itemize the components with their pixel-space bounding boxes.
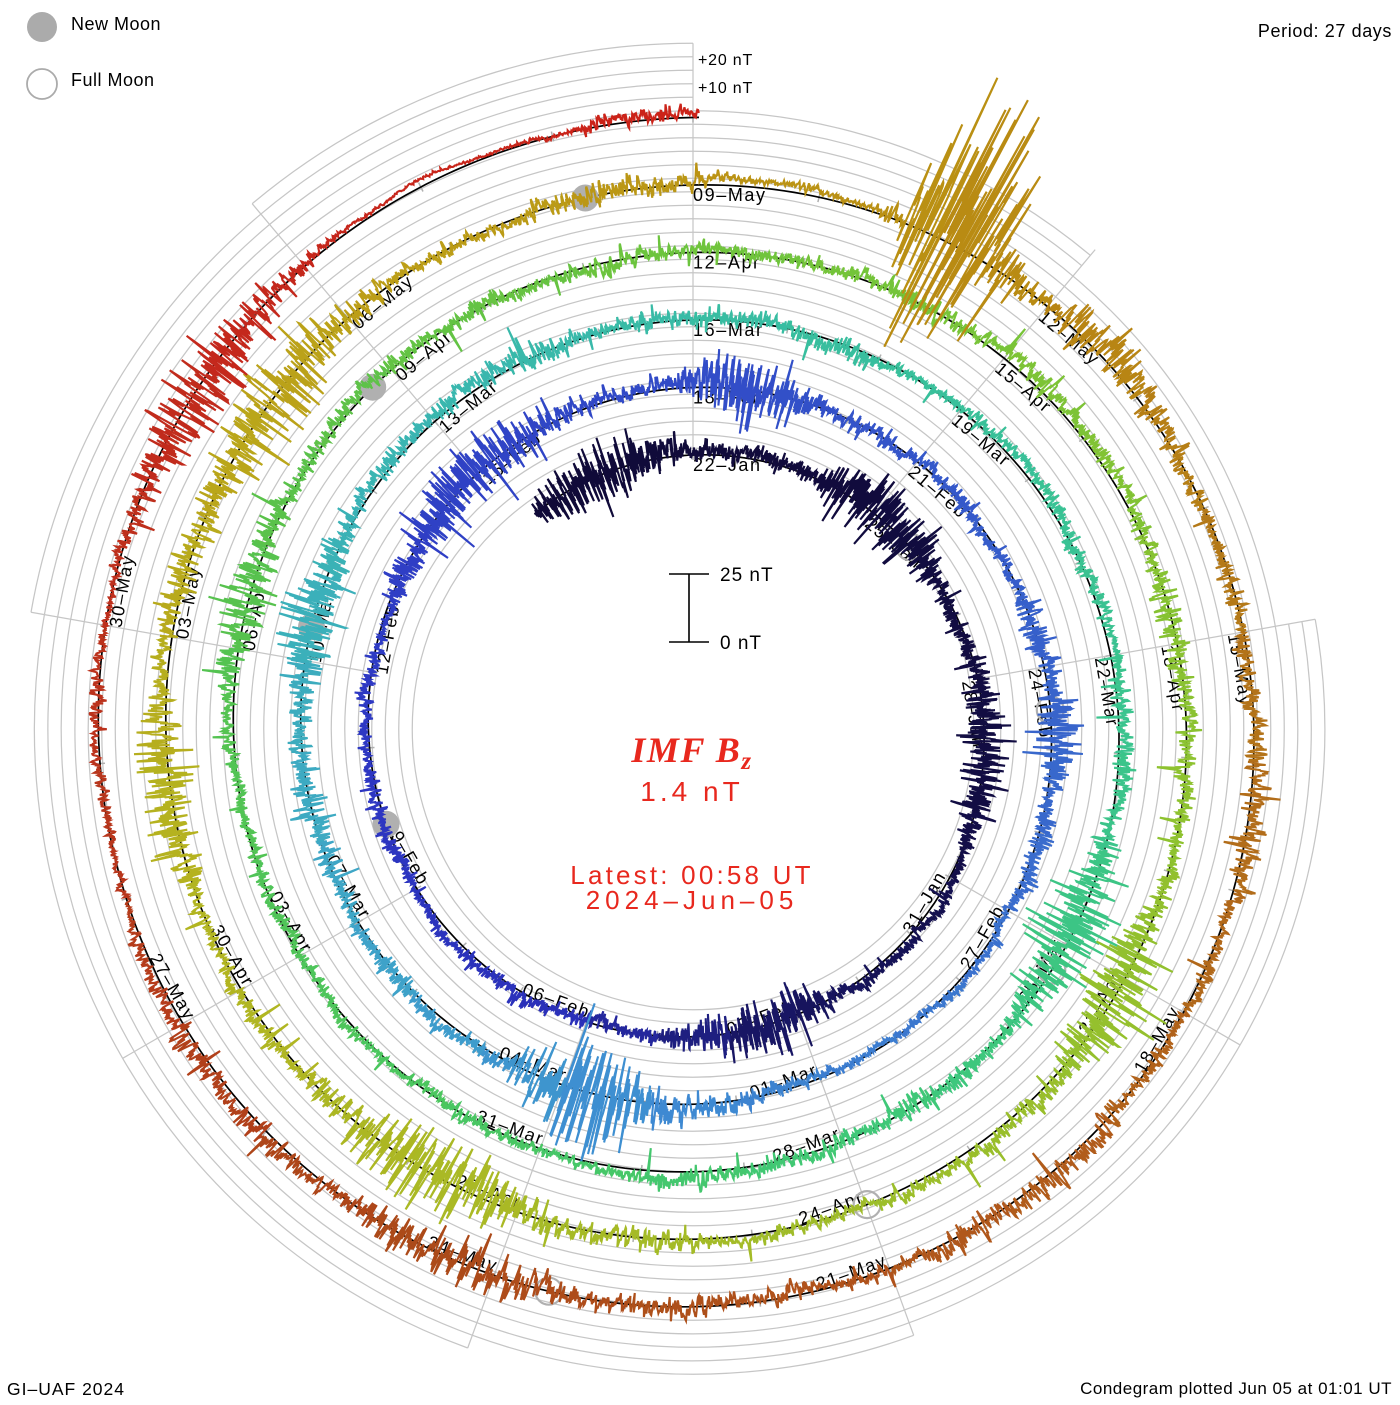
svg-text:GI–UAF 2024: GI–UAF 2024 <box>7 1379 125 1399</box>
svg-text:12–Apr: 12–Apr <box>693 253 761 273</box>
svg-text:22–Jan: 22–Jan <box>693 455 762 475</box>
svg-text:0 nT: 0 nT <box>720 633 762 654</box>
svg-text:2024–Jun–05: 2024–Jun–05 <box>586 885 799 915</box>
svg-text:Period: 27 days: Period: 27 days <box>1258 21 1392 41</box>
svg-text:+20 nT: +20 nT <box>698 52 753 69</box>
svg-text:1.4 nT: 1.4 nT <box>640 776 743 807</box>
svg-text:IMF Bz: IMF Bz <box>630 730 752 775</box>
svg-text:+10 nT: +10 nT <box>698 80 753 97</box>
svg-text:Full Moon: Full Moon <box>71 70 155 90</box>
svg-text:Condegram plotted Jun 05 at 01: Condegram plotted Jun 05 at 01:01 UT <box>1080 1379 1392 1398</box>
svg-text:16–Mar: 16–Mar <box>693 320 764 340</box>
svg-text:Latest: 00:58 UT: Latest: 00:58 UT <box>570 860 813 890</box>
svg-text:New Moon: New Moon <box>71 14 161 34</box>
svg-text:25 nT: 25 nT <box>720 565 774 586</box>
svg-text:09–May: 09–May <box>693 185 767 205</box>
